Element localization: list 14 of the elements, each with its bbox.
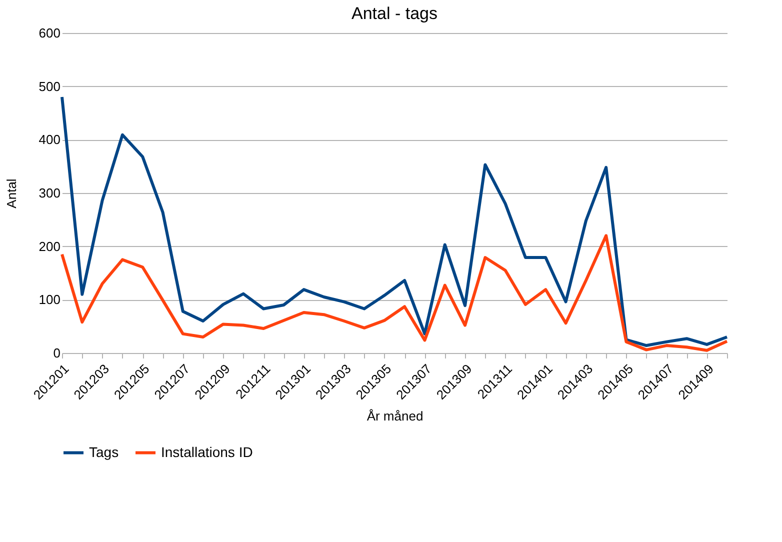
y-tick-label: 100	[38, 292, 60, 308]
y-axis-title: Antal	[4, 178, 19, 208]
legend-label: Installations ID	[161, 444, 253, 460]
line-series	[60, 234, 728, 352]
chart-title: Antal - tags	[352, 4, 438, 23]
y-tick-label: 300	[38, 186, 60, 200]
y-tick-label: 600	[38, 26, 60, 40]
y-tick-label: 0	[53, 346, 60, 360]
legend-label: Tags	[89, 444, 119, 460]
y-tick-label: 200	[38, 238, 60, 254]
x-axis-title: År måned	[366, 408, 424, 424]
y-tick-label: 400	[38, 132, 60, 148]
line-series	[60, 96, 728, 348]
y-tick-label: 500	[38, 78, 60, 94]
